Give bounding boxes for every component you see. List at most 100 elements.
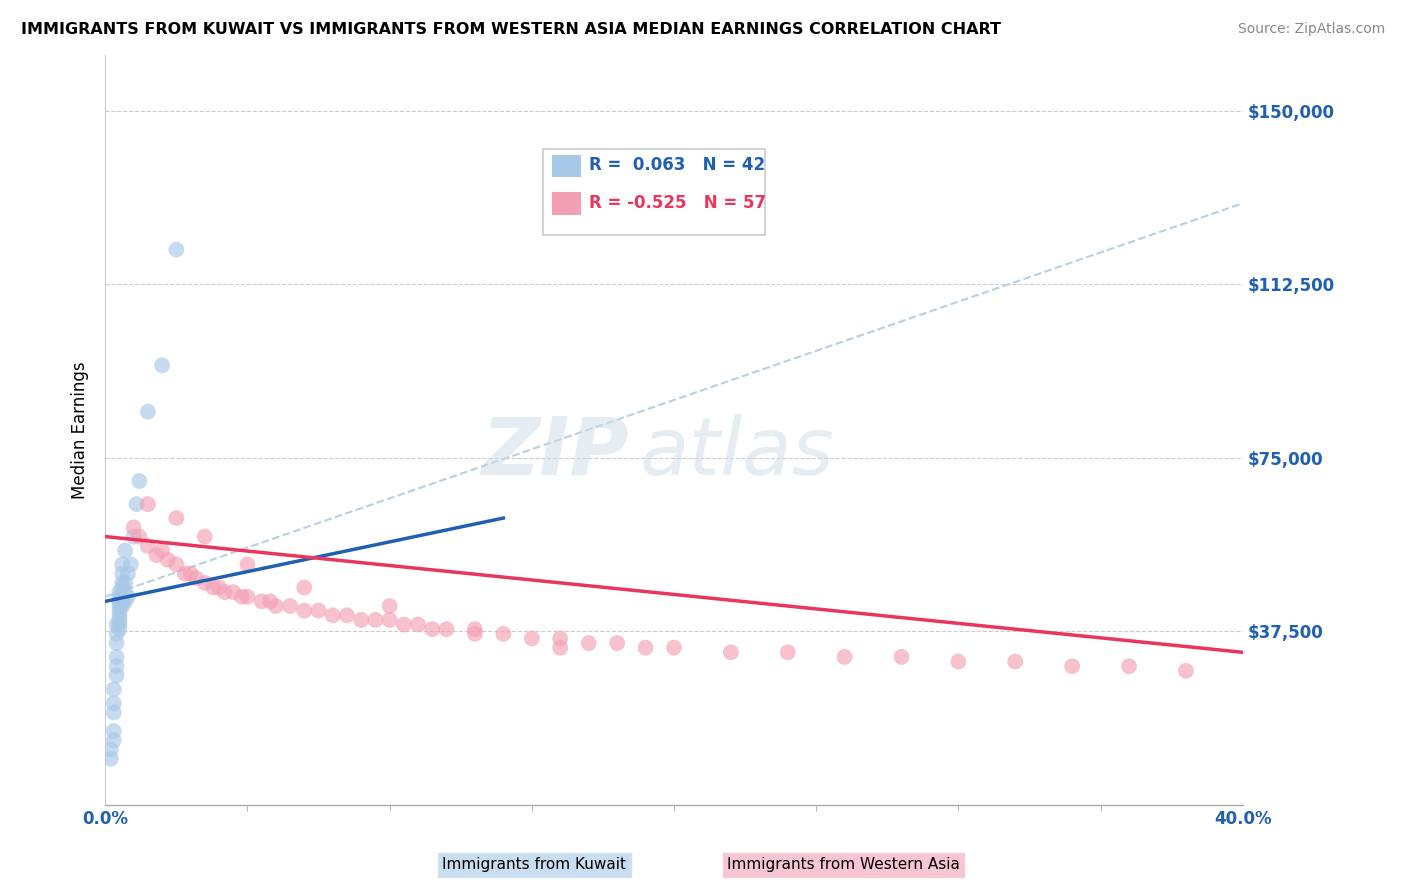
Point [105, 649, 128, 664]
Point [378, 613, 401, 627]
Point [103, 682, 125, 697]
Point [464, 627, 486, 641]
Point [114, 594, 136, 608]
Point [1118, 659, 1140, 673]
Point [406, 617, 429, 632]
Point [186, 571, 208, 585]
Point [236, 590, 259, 604]
Point [136, 539, 159, 553]
Point [202, 581, 225, 595]
Point [128, 474, 150, 488]
Point [111, 581, 134, 595]
Point [103, 733, 125, 747]
Point [194, 530, 217, 544]
Point [322, 608, 344, 623]
Point [548, 640, 571, 655]
Point [292, 604, 315, 618]
Point [548, 632, 571, 646]
Point [108, 608, 131, 623]
Point [111, 566, 134, 581]
Point [103, 706, 125, 720]
Point [1004, 655, 1026, 669]
Point [103, 696, 125, 710]
Point [105, 627, 128, 641]
Point [111, 575, 134, 590]
Point [108, 594, 131, 608]
Point [464, 622, 486, 636]
Point [150, 359, 173, 373]
Point [125, 497, 148, 511]
Point [180, 566, 202, 581]
Point [108, 585, 131, 599]
Point [264, 599, 287, 613]
Point [236, 558, 259, 572]
Point [117, 590, 139, 604]
Point [145, 548, 167, 562]
Point [100, 752, 122, 766]
Point [364, 613, 387, 627]
Point [336, 608, 359, 623]
Point [105, 617, 128, 632]
Point [111, 599, 134, 613]
Point [378, 599, 401, 613]
Point [890, 649, 912, 664]
Point [103, 724, 125, 739]
Point [436, 622, 458, 636]
Point [114, 585, 136, 599]
Point [105, 659, 128, 673]
Text: atlas: atlas [640, 414, 835, 491]
Point [392, 617, 415, 632]
FancyBboxPatch shape [553, 193, 581, 215]
Text: Immigrants from Kuwait: Immigrants from Kuwait [443, 857, 626, 872]
Point [165, 558, 187, 572]
Point [108, 622, 131, 636]
Point [120, 558, 142, 572]
Point [114, 575, 136, 590]
Text: R = -0.525   N = 57: R = -0.525 N = 57 [589, 194, 766, 212]
Point [350, 613, 373, 627]
Point [122, 520, 145, 534]
Point [117, 566, 139, 581]
Point [1062, 659, 1084, 673]
Y-axis label: Median Earnings: Median Earnings [72, 361, 89, 499]
Point [114, 543, 136, 558]
Point [420, 622, 443, 636]
Point [105, 636, 128, 650]
Point [634, 640, 657, 655]
Text: R =  0.063   N = 42: R = 0.063 N = 42 [589, 156, 765, 174]
Point [111, 594, 134, 608]
Point [776, 645, 799, 659]
Point [108, 590, 131, 604]
Point [128, 530, 150, 544]
Point [194, 575, 217, 590]
Point [111, 558, 134, 572]
Point [948, 655, 970, 669]
Point [150, 543, 173, 558]
Point [105, 668, 128, 682]
Point [111, 590, 134, 604]
Point [662, 640, 685, 655]
FancyBboxPatch shape [543, 149, 765, 235]
Point [214, 585, 236, 599]
Point [136, 497, 159, 511]
Point [122, 530, 145, 544]
Point [1174, 664, 1197, 678]
Point [136, 404, 159, 418]
Point [578, 636, 600, 650]
Point [156, 552, 179, 566]
Point [834, 649, 856, 664]
Point [108, 599, 131, 613]
Point [292, 581, 315, 595]
Point [222, 585, 245, 599]
Point [165, 511, 187, 525]
Point [108, 613, 131, 627]
Point [165, 243, 187, 257]
FancyBboxPatch shape [553, 155, 581, 178]
Point [231, 590, 253, 604]
Point [208, 581, 231, 595]
Text: ZIP: ZIP [481, 414, 628, 491]
Point [720, 645, 742, 659]
Point [259, 594, 281, 608]
Point [108, 617, 131, 632]
Point [308, 604, 330, 618]
